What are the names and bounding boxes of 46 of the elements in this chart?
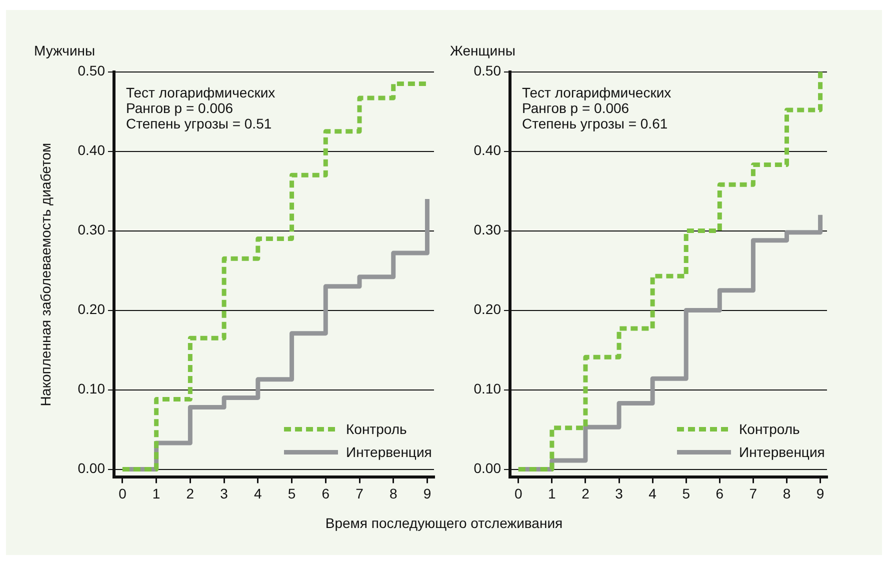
x-tick-label: 0 — [514, 485, 522, 502]
x-tick-label: 6 — [716, 485, 724, 502]
x-tick-label: 9 — [423, 485, 432, 502]
annotation: Тест логарифмических — [522, 84, 672, 101]
x-tick-label: 7 — [356, 485, 364, 502]
y-tick-label: 0.00 — [474, 460, 502, 476]
x-tick-label: 5 — [288, 485, 296, 502]
y-tick-label: 0.50 — [78, 62, 106, 79]
annotation: Тест логарифмических — [126, 84, 276, 101]
legend-label: Контроль — [346, 421, 407, 438]
y-tick-label: 0.10 — [78, 380, 106, 397]
x-tick-label: 6 — [322, 485, 330, 502]
y-tick-label: 0.20 — [78, 301, 106, 318]
x-tick-label: 1 — [152, 485, 160, 502]
annotation: Рангов p = 0.006 — [126, 100, 234, 116]
y-tick-label: 0.50 — [474, 62, 502, 79]
x-tick-label: 2 — [186, 485, 194, 502]
x-tick-label: 3 — [220, 485, 228, 502]
legend-label: Интервенция — [739, 444, 825, 460]
chart-title: Женщины — [450, 42, 516, 58]
y-tick-label: 0.40 — [78, 142, 106, 158]
x-tick-label: 8 — [389, 485, 398, 502]
x-axis-title: Время последующего отслеживания — [324, 515, 564, 531]
x-tick-label: 3 — [615, 485, 624, 502]
annotation: Степень угрозы = 0.51 — [126, 116, 272, 132]
x-tick-label: 7 — [749, 485, 758, 502]
legend-label: Контроль — [739, 421, 800, 438]
y-tick-label: 0.10 — [474, 380, 502, 397]
x-tick-label: 8 — [782, 485, 791, 502]
annotation: Степень угрозы = 0.61 — [522, 116, 668, 132]
chart-title: Мужчины — [34, 42, 96, 58]
x-tick-label: 9 — [816, 485, 824, 502]
x-tick-label: 5 — [682, 485, 690, 502]
x-tick-label: 4 — [254, 485, 262, 502]
x-tick-label: 1 — [548, 485, 556, 502]
legend-label: Интервенция — [346, 444, 432, 460]
y-axis-title: Накопленная заболеваемость диабетом — [37, 142, 54, 406]
y-tick-label: 0.20 — [474, 301, 502, 318]
x-tick-label: 4 — [648, 485, 657, 502]
y-tick-label: 0.30 — [474, 222, 502, 238]
annotation: Рангов p = 0.006 — [522, 100, 630, 116]
x-tick-label: 2 — [582, 485, 590, 502]
y-tick-label: 0.40 — [474, 142, 502, 158]
y-tick-label: 0.30 — [78, 222, 106, 238]
y-tick-label: 0.00 — [78, 460, 106, 476]
x-tick-label: 0 — [118, 485, 127, 502]
